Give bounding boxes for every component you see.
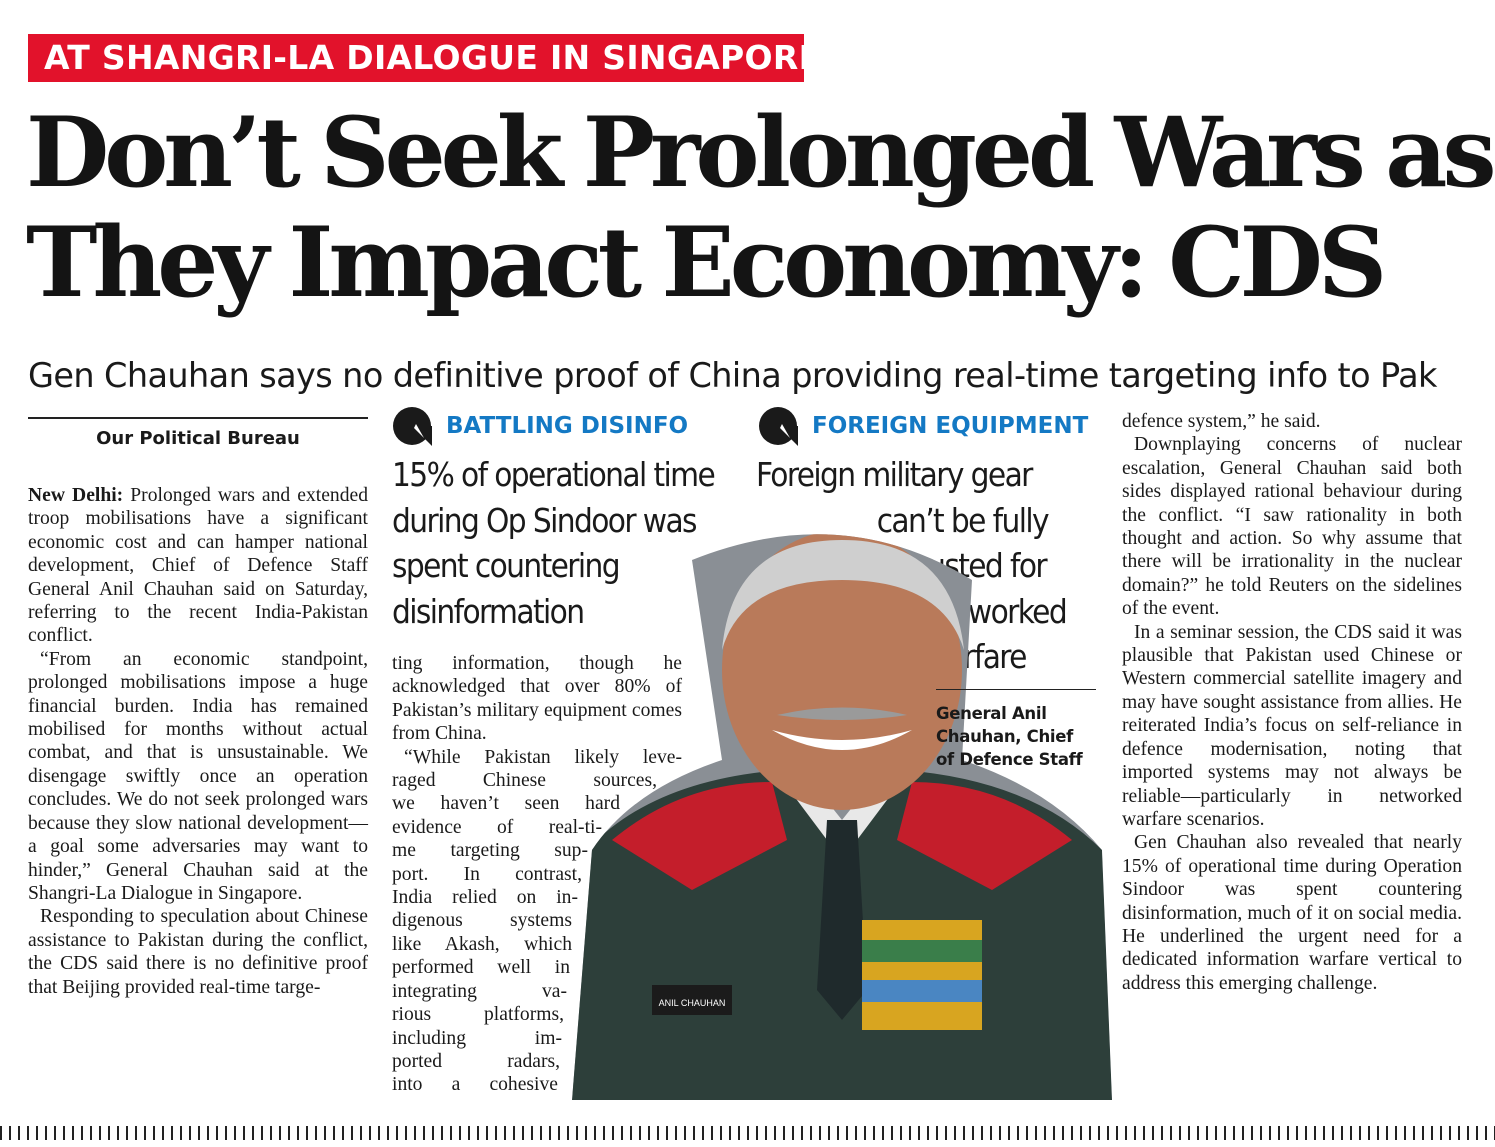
text-line: digenous systems <box>392 910 572 932</box>
byline-rule <box>28 417 368 419</box>
headline-line-1: Don’t Seek Prolonged Wars as <box>26 96 1495 209</box>
article-column-2: ting information, though he acknowledged… <box>392 652 682 1097</box>
portrait-photo: ANIL CHAUHAN <box>572 534 1112 1100</box>
paragraph-8: In a seminar session, the CDS said it wa… <box>1122 621 1462 830</box>
pull-line: spent countering <box>392 546 621 585</box>
text-line: port. In contrast, <box>392 863 582 885</box>
foreign-equipment-label: FOREIGN EQUIPMENT <box>758 406 1088 446</box>
text-line: me targeting sup- <box>392 840 588 862</box>
pull-line: disinformation <box>392 591 585 631</box>
subheadline: Gen Chauhan says no definitive proof of … <box>28 356 1437 395</box>
text-line: including im- <box>392 1027 562 1049</box>
text-line: into a cohesive <box>392 1074 558 1096</box>
name-tag: ANIL CHAUHAN <box>659 998 726 1008</box>
dateline: New Delhi: <box>28 485 124 506</box>
text-line: we haven’t seen hard <box>392 793 620 815</box>
paragraph-1: New Delhi: Prolonged wars and extended t… <box>28 484 368 648</box>
text-line: integrating va- <box>392 980 567 1002</box>
text-line: evidence of real-ti- <box>392 816 602 838</box>
battling-disinfo-text: BATTLING DISINFO <box>446 413 689 439</box>
paragraph-7: Downplaying concerns of nuclear escalati… <box>1122 434 1462 620</box>
text-line: “While Pakistan likely leve- <box>404 746 682 768</box>
paragraph-2: “From an economic standpoint, prolonged … <box>28 648 368 904</box>
section-kicker: AT SHANGRI-LA DIALOGUE IN SINGAPORE <box>28 34 821 82</box>
paragraph-6: defence system,” he said. <box>1122 411 1321 432</box>
pull-line: 15% of operational time <box>392 455 716 494</box>
paragraph-5: “While Pakistan likely leve- raged Chine… <box>392 746 682 1097</box>
text-line: performed well in <box>392 957 570 979</box>
text-line: raged Chinese sources, <box>392 770 657 792</box>
text-line: India relied on in- <box>392 887 578 909</box>
bottom-tick-rule <box>0 1126 1495 1140</box>
article-column-3: defence system,” he said. Downplaying co… <box>1122 410 1462 995</box>
text-line: like Akash, which <box>392 933 572 955</box>
quote-bubble-icon <box>759 407 798 446</box>
photo-caption: General Anil Chauhan, Chief of Defence S… <box>936 704 1083 769</box>
pull-line: Foreign military gear <box>756 455 1033 494</box>
pull-quote-equipment: Foreign military gear can’t be fully tru… <box>756 452 1076 680</box>
headline: Don’t Seek Prolonged Wars as They Impact… <box>26 96 1495 319</box>
caption-rule <box>936 689 1096 690</box>
pull-quote-disinfo: 15% of operational time during Op Sindoo… <box>392 452 716 634</box>
text-line: ported radars, <box>392 1050 560 1072</box>
paragraph-9: Gen Chauhan also revealed that nearly 15… <box>1122 832 1462 994</box>
article-column-1: New Delhi: Prolonged wars and extended t… <box>28 484 368 999</box>
paragraph-4: ting information, though he acknowledged… <box>392 653 682 745</box>
paragraph-3: Responding to speculation about Chinese … <box>28 906 368 998</box>
battling-disinfo-label: BATTLING DISINFO <box>392 406 688 446</box>
paragraph-1-text: Prolonged wars and extended troop mobili… <box>28 485 368 647</box>
byline: Our Political Bureau <box>96 428 300 449</box>
foreign-equipment-text: FOREIGN EQUIPMENT <box>812 413 1089 439</box>
pull-line: can’t be fully <box>876 500 1050 540</box>
text-line: rious platforms, <box>392 1004 564 1026</box>
quote-bubble-icon <box>393 407 432 446</box>
headline-line-2: They Impact Economy: CDS <box>26 206 1387 319</box>
pull-line: during Op Sindoor was <box>392 500 698 540</box>
